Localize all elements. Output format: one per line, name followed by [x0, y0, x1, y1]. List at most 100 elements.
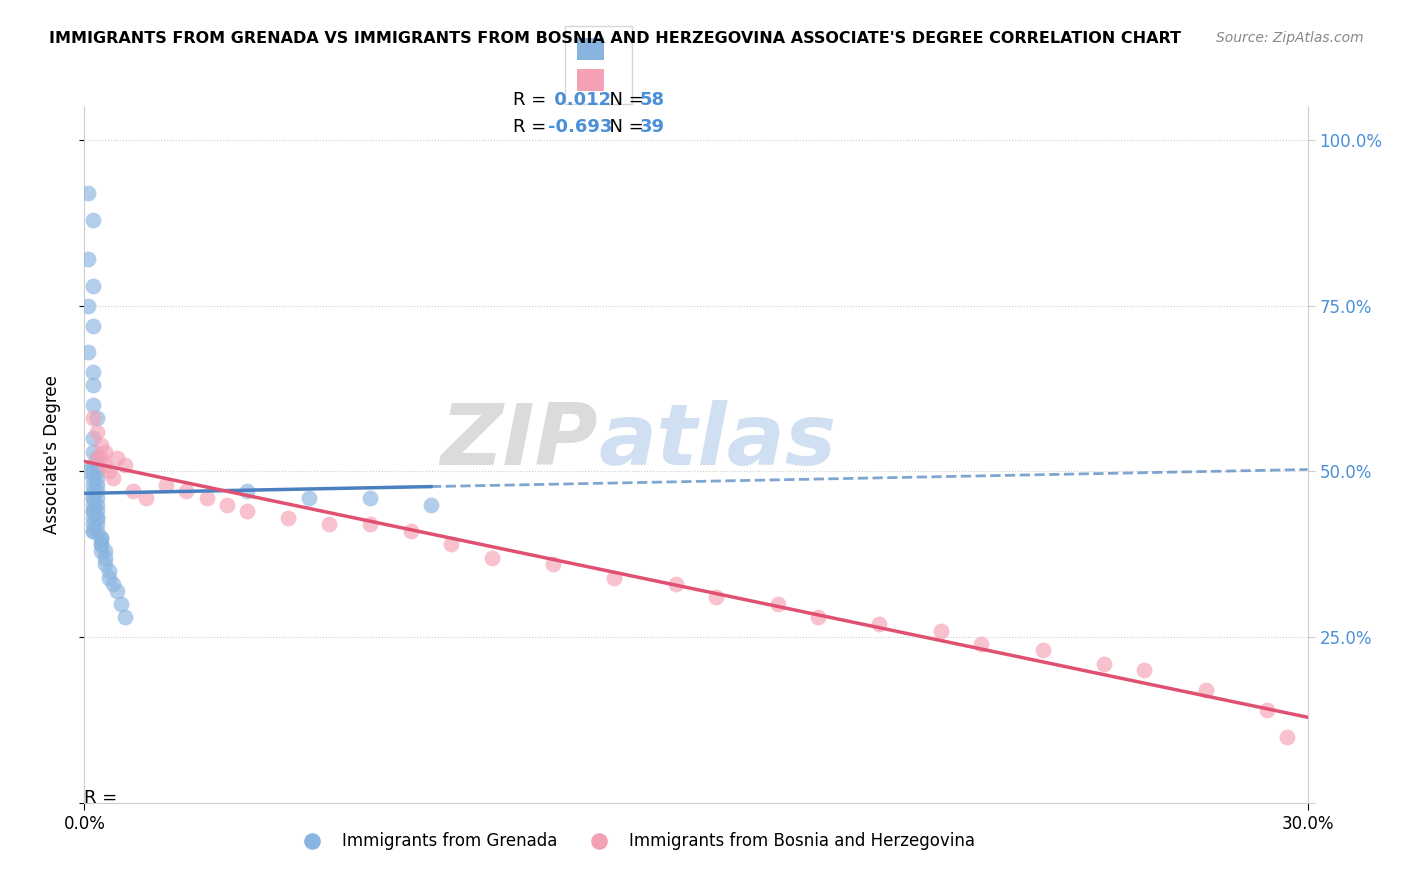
Point: [86, 425, 108, 439]
Point: [114, 458, 136, 472]
Point: [82, 511, 104, 525]
Point: [82, 471, 104, 485]
Point: [82, 504, 104, 518]
Point: [807, 610, 830, 624]
Text: ZIP: ZIP: [440, 400, 598, 483]
Text: R =: R =: [84, 789, 124, 806]
Point: [90, 438, 112, 452]
Point: [440, 537, 463, 551]
Point: [101, 471, 124, 485]
Point: [93, 544, 115, 558]
Point: [86, 411, 108, 425]
Point: [1133, 663, 1156, 677]
Text: Source: ZipAtlas.com: Source: ZipAtlas.com: [1216, 31, 1364, 45]
Point: [277, 511, 299, 525]
Point: [82, 458, 104, 472]
Text: N =: N =: [598, 118, 650, 136]
Point: [97, 465, 120, 479]
Point: [82, 465, 104, 479]
Point: [105, 451, 128, 466]
Y-axis label: Associate's Degree: Associate's Degree: [42, 376, 60, 534]
Point: [86, 524, 108, 538]
Point: [359, 517, 381, 532]
Legend: Immigrants from Grenada, Immigrants from Bosnia and Herzegovina: Immigrants from Grenada, Immigrants from…: [288, 826, 981, 857]
Point: [1195, 683, 1218, 698]
Point: [970, 637, 993, 651]
Point: [195, 491, 218, 505]
Point: [82, 411, 104, 425]
Point: [77, 252, 100, 267]
Point: [174, 484, 197, 499]
Point: [82, 444, 104, 458]
Point: [82, 517, 104, 532]
Text: IMMIGRANTS FROM GRENADA VS IMMIGRANTS FROM BOSNIA AND HERZEGOVINA ASSOCIATE'S DE: IMMIGRANTS FROM GRENADA VS IMMIGRANTS FR…: [49, 31, 1181, 46]
Point: [318, 517, 340, 532]
Point: [86, 451, 108, 466]
Point: [82, 491, 104, 505]
Point: [359, 491, 381, 505]
Point: [82, 398, 104, 412]
Text: atlas: atlas: [598, 400, 837, 483]
Point: [82, 524, 104, 538]
Point: [82, 279, 104, 293]
Point: [82, 484, 104, 499]
Point: [86, 504, 108, 518]
Text: 0.012: 0.012: [548, 91, 612, 109]
Point: [217, 498, 239, 512]
Point: [90, 531, 112, 545]
Point: [82, 318, 104, 333]
Point: [122, 484, 145, 499]
Point: [1032, 643, 1054, 657]
Point: [90, 451, 112, 466]
Point: [135, 491, 157, 505]
Point: [1256, 703, 1278, 717]
Point: [86, 465, 108, 479]
Point: [86, 511, 108, 525]
Point: [77, 345, 100, 359]
Point: [298, 491, 321, 505]
Point: [543, 558, 565, 572]
Point: [86, 517, 108, 532]
Point: [665, 577, 688, 591]
Point: [82, 524, 104, 538]
Point: [869, 616, 891, 631]
Point: [90, 537, 112, 551]
Point: [114, 610, 136, 624]
Point: [101, 577, 124, 591]
Point: [82, 365, 104, 379]
Point: [86, 511, 108, 525]
Point: [82, 504, 104, 518]
Point: [766, 597, 789, 611]
Point: [77, 186, 100, 201]
Point: [1277, 730, 1299, 744]
Text: R =: R =: [513, 118, 553, 136]
Point: [82, 378, 104, 392]
Point: [82, 498, 104, 512]
Point: [86, 477, 108, 491]
Point: [82, 491, 104, 505]
Point: [399, 524, 422, 538]
Point: [86, 491, 108, 505]
Point: [82, 212, 104, 227]
Point: [90, 544, 112, 558]
Point: [82, 431, 104, 445]
Point: [420, 498, 443, 512]
Point: [1092, 657, 1115, 671]
Point: [86, 471, 108, 485]
Point: [603, 570, 626, 584]
Point: [97, 564, 120, 578]
Point: [90, 537, 112, 551]
Point: [93, 458, 115, 472]
Point: [86, 498, 108, 512]
Point: [97, 570, 120, 584]
Point: [706, 591, 728, 605]
Text: R =: R =: [513, 91, 553, 109]
Text: 58: 58: [640, 91, 665, 109]
Point: [86, 451, 108, 466]
Point: [481, 550, 503, 565]
Text: -0.693: -0.693: [548, 118, 613, 136]
Point: [82, 477, 104, 491]
Point: [93, 444, 115, 458]
Point: [110, 597, 132, 611]
Point: [90, 531, 112, 545]
